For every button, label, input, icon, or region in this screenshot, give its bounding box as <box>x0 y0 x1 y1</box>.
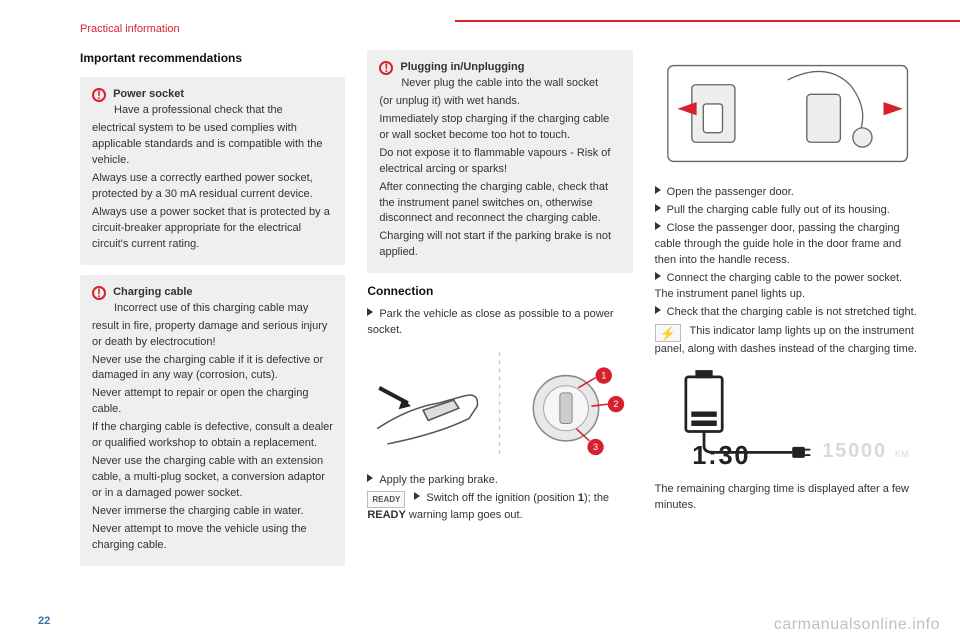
triangle-bullet-icon <box>367 474 373 482</box>
heading-recommendations: Important recommendations <box>80 50 345 67</box>
step-text: Apply the parking brake. <box>379 474 498 486</box>
notice-charging-cable: ! Charging cable Incorrect use of this c… <box>80 275 345 566</box>
note-text: This indicator lamp lights up on the ins… <box>655 325 917 355</box>
warning-icon: ! <box>92 286 106 300</box>
notice-text: Never plug the cable into the wall socke… <box>401 77 598 89</box>
figure-brake-and-key: 1 2 3 <box>367 347 632 459</box>
step-connect-cable: Connect the charging cable to the power … <box>655 271 920 303</box>
step-close-door: Close the passenger door, passing the ch… <box>655 221 920 269</box>
notice-text: Never use the charging cable with an ext… <box>92 454 333 502</box>
triangle-bullet-icon <box>655 272 661 280</box>
figure-door-cable <box>655 56 920 171</box>
content-columns: Important recommendations ! Power socket… <box>80 50 920 610</box>
notice-title: Charging cable <box>113 286 192 298</box>
notice-text: Incorrect use of this charging cable may <box>114 302 308 314</box>
step-check-cable: Check that the charging cable is not str… <box>655 305 920 321</box>
notice-text: Always use a power socket that is protec… <box>92 205 333 253</box>
column-3: Open the passenger door. Pull the chargi… <box>655 50 920 610</box>
notice-text: Do not expose it to flammable vapours - … <box>379 146 620 178</box>
column-2: ! Plugging in/Unplugging Never plug the … <box>367 50 632 610</box>
notice-power-socket: ! Power socket Have a professional check… <box>80 77 345 264</box>
triangle-bullet-icon <box>414 492 420 500</box>
notice-text: (or unplug it) with wet hands. <box>379 94 620 110</box>
step-text: Check that the charging cable is not str… <box>667 306 917 318</box>
notice-text: Charging will not start if the parking b… <box>379 229 620 261</box>
notice-text: Never use the charging cable if it is de… <box>92 353 333 385</box>
plug-icon: ⚡ <box>655 324 681 342</box>
indicator-lamp-note: ⚡ This indicator lamp lights up on the i… <box>655 324 920 358</box>
heading-connection: Connection <box>367 283 632 300</box>
step-text: Close the passenger door, passing the ch… <box>655 222 901 266</box>
notice-plugging: ! Plugging in/Unplugging Never plug the … <box>367 50 632 273</box>
svg-text:1:30: 1:30 <box>692 443 750 467</box>
tail-text: The remaining charging time is displayed… <box>655 482 920 514</box>
notice-text: result in fire, property damage and seri… <box>92 319 333 351</box>
step-ignition-off: READY Switch off the ignition (position … <box>367 491 632 525</box>
step-park: Park the vehicle as close as possible to… <box>367 307 632 339</box>
svg-text:1: 1 <box>602 370 607 380</box>
step-text: Park the vehicle as close as possible to… <box>367 308 613 336</box>
notice-title: Power socket <box>113 88 184 100</box>
column-1: Important recommendations ! Power socket… <box>80 50 345 610</box>
warning-icon: ! <box>379 61 393 75</box>
triangle-bullet-icon <box>655 306 661 314</box>
notice-text: Always use a correctly earthed power soc… <box>92 171 333 203</box>
figure-instrument-panel: 1:30 15000 KM <box>655 366 920 466</box>
step-pull-cable: Pull the charging cable fully out of its… <box>655 203 920 219</box>
step-open-door: Open the passenger door. <box>655 185 920 201</box>
triangle-bullet-icon <box>655 204 661 212</box>
svg-text:2: 2 <box>614 399 619 409</box>
svg-text:3: 3 <box>593 442 598 452</box>
step-text: Pull the charging cable fully out of its… <box>667 204 890 216</box>
section-label: Practical information <box>80 22 180 38</box>
notice-text: electrical system to be used complies wi… <box>92 121 333 169</box>
step-text: Connect the charging cable to the power … <box>655 272 902 300</box>
ready-badge-icon: READY <box>367 491 405 509</box>
watermark: carmanualsonline.info <box>774 613 940 636</box>
notice-text: If the charging cable is defective, cons… <box>92 420 333 452</box>
notice-text: Never attempt to move the vehicle using … <box>92 522 333 554</box>
notice-text: Never immerse the charging cable in wate… <box>92 504 333 520</box>
notice-text: Have a professional check that the <box>114 104 283 116</box>
triangle-bullet-icon <box>655 186 661 194</box>
warning-icon: ! <box>92 88 106 102</box>
notice-title: Plugging in/Unplugging <box>400 61 524 73</box>
page-number: 22 <box>38 614 50 630</box>
header-red-bar <box>455 20 960 22</box>
step-parking-brake: Apply the parking brake. <box>367 473 632 489</box>
step-text: Open the passenger door. <box>667 186 794 198</box>
notice-text: After connecting the charging cable, che… <box>379 180 620 228</box>
notice-text: Immediately stop charging if the chargin… <box>379 112 620 144</box>
triangle-bullet-icon <box>367 308 373 316</box>
notice-text: Never attempt to repair or open the char… <box>92 386 333 418</box>
svg-text:15000: 15000 <box>822 440 887 462</box>
triangle-bullet-icon <box>655 222 661 230</box>
svg-text:KM: KM <box>895 449 909 459</box>
